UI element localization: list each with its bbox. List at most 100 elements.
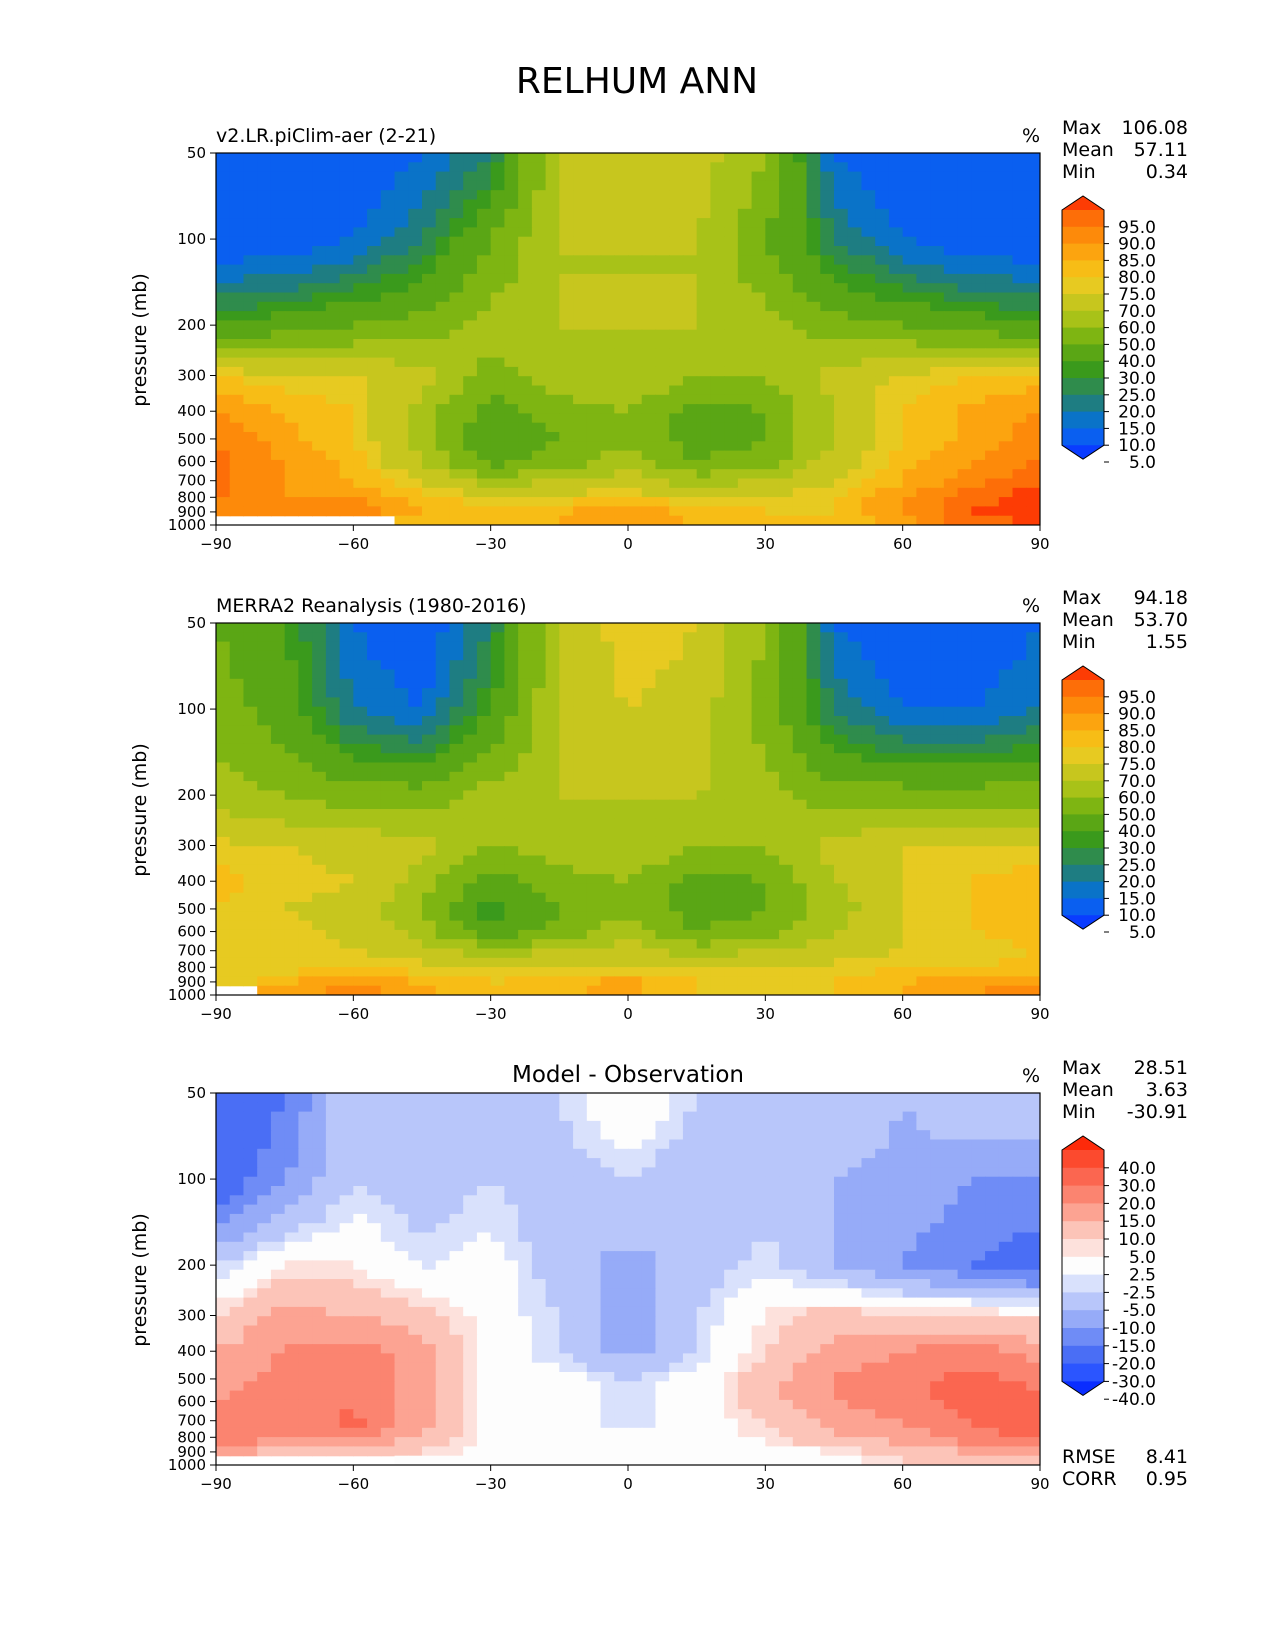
field-cell (943, 939, 959, 950)
field-cell (655, 394, 670, 405)
field-cell (669, 660, 684, 671)
field-cell (861, 246, 876, 256)
field-cell (971, 827, 986, 838)
field-cell (353, 734, 368, 745)
field-cell (724, 660, 739, 671)
field-cell (1012, 283, 1027, 294)
field-cell (408, 623, 423, 633)
y-tick-label: 50 (187, 614, 206, 632)
field-cell (985, 441, 1000, 452)
field-cell (834, 441, 849, 452)
field-cell (559, 432, 574, 442)
field-cell (792, 836, 808, 847)
field-cell (573, 450, 588, 461)
field-cell (367, 348, 382, 359)
field-cell (943, 366, 959, 377)
field-cell (216, 366, 231, 377)
field-cell (270, 394, 286, 405)
field-cell (573, 432, 588, 442)
field-cell (916, 199, 931, 210)
field-cell (1026, 320, 1040, 331)
field-cell (463, 394, 478, 405)
field-cell (422, 255, 437, 266)
field-cell (696, 641, 711, 652)
field-cell (394, 641, 409, 652)
field-cell (641, 678, 657, 689)
field-cell (614, 874, 629, 884)
field-cell (957, 413, 972, 424)
field-cell (779, 967, 794, 977)
field-cell (325, 864, 341, 875)
field-cell (696, 967, 711, 977)
field-cell (985, 641, 1000, 652)
field-cell (463, 218, 478, 228)
field-cell (325, 292, 341, 303)
field-cell (312, 292, 327, 303)
field-cell (284, 883, 299, 894)
field-cell (998, 892, 1014, 903)
field-cell (985, 255, 1000, 266)
field-cell (930, 762, 945, 773)
field-cell (216, 716, 231, 726)
field-cell (614, 809, 629, 819)
field-cell (957, 836, 972, 847)
field-cell (710, 706, 725, 717)
field-cell (820, 827, 835, 838)
field-cell (765, 180, 780, 191)
field-cell (257, 836, 272, 847)
field-cell (902, 450, 917, 461)
field-cell (641, 255, 657, 266)
field-cell (682, 478, 698, 489)
field-cell (600, 623, 615, 633)
field-cell (394, 218, 409, 228)
field-cell (669, 762, 684, 773)
field-cell (847, 153, 863, 163)
field-cell (600, 376, 615, 387)
field-cell (504, 255, 519, 266)
field-cell (531, 376, 547, 387)
field-cell (696, 422, 711, 433)
field-cell (573, 469, 588, 480)
field-cell (628, 227, 643, 238)
field-cell (422, 911, 437, 922)
field-cell (298, 743, 313, 754)
field-cell (367, 246, 382, 256)
field-cell (998, 311, 1014, 321)
field-cell (243, 902, 258, 912)
field-cell (422, 348, 437, 359)
field-cell (765, 902, 780, 912)
field-cell (751, 688, 766, 698)
field-cell (792, 678, 808, 689)
field-cell (930, 432, 945, 442)
field-cell (682, 846, 698, 857)
field-cell (875, 404, 890, 414)
field-cell (614, 743, 629, 754)
field-cell (998, 939, 1014, 950)
field-cell (641, 948, 657, 959)
field-cell (422, 394, 437, 405)
field-cell (779, 366, 794, 377)
field-cell (243, 348, 258, 359)
field-cell (696, 902, 711, 912)
y-tick-label: 600 (177, 453, 206, 471)
field-cell (422, 218, 437, 228)
field-cell (298, 818, 313, 829)
field-cell (504, 762, 519, 773)
field-cell (888, 515, 904, 525)
field-cell (476, 171, 492, 182)
field-cell (1026, 836, 1040, 847)
field-cell (367, 320, 382, 331)
field-cell (792, 190, 808, 201)
field-cell (614, 450, 629, 461)
field-cell (888, 199, 904, 210)
field-cell (957, 874, 972, 884)
field-cell (834, 706, 849, 717)
field-cell (586, 678, 602, 689)
field-cell (504, 218, 519, 228)
field-cell (834, 487, 849, 498)
field-cell (655, 506, 670, 517)
field-cell (628, 357, 643, 368)
field-cell (518, 650, 533, 661)
field-cell (339, 422, 354, 433)
field-cell (724, 855, 739, 866)
